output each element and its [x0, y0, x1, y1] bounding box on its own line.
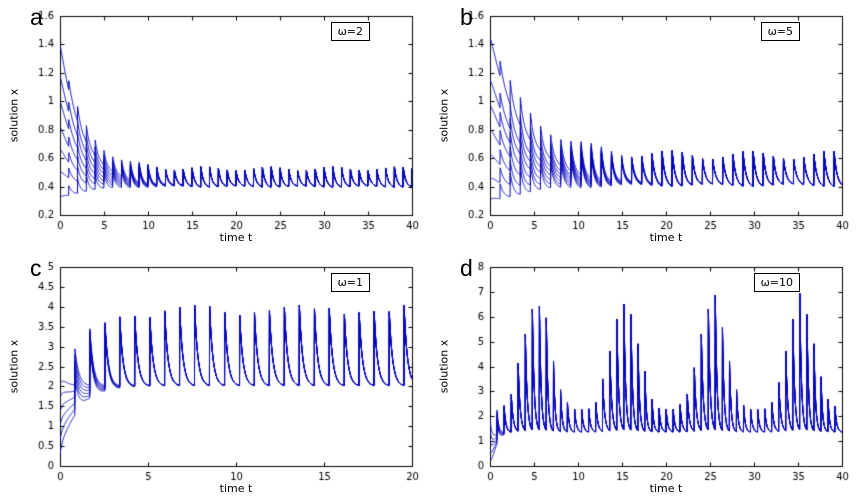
legend-box-d: ω=10	[753, 273, 800, 292]
y-axis-label-d: solution x	[437, 339, 451, 394]
panel-letter-c: c	[30, 255, 42, 281]
x-axis-label-c: time t	[219, 482, 253, 495]
plot-canvas-a	[0, 0, 430, 251]
panel-letter-a: a	[30, 4, 43, 30]
panel-letter-b: b	[460, 4, 473, 30]
panel-c: c ω=1 time t solution x	[0, 251, 430, 502]
panel-b: b ω=5 time t solution x	[430, 0, 860, 251]
panel-letter-d: d	[460, 255, 473, 281]
x-axis-label-b: time t	[649, 231, 683, 244]
x-axis-label-a: time t	[219, 231, 253, 244]
y-axis-label-c: solution x	[7, 339, 21, 394]
plot-canvas-d	[430, 251, 860, 502]
y-axis-label-b: solution x	[437, 88, 451, 143]
legend-box-a: ω=2	[330, 22, 370, 41]
panel-a: a ω=2 time t solution x	[0, 0, 430, 251]
plot-canvas-c	[0, 251, 430, 502]
plot-canvas-b	[430, 0, 860, 251]
legend-box-c: ω=1	[330, 273, 370, 292]
panel-d: d ω=10 time t solution x	[430, 251, 860, 502]
y-axis-label-a: solution x	[7, 88, 21, 143]
legend-box-b: ω=5	[760, 22, 800, 41]
x-axis-label-d: time t	[649, 482, 683, 495]
